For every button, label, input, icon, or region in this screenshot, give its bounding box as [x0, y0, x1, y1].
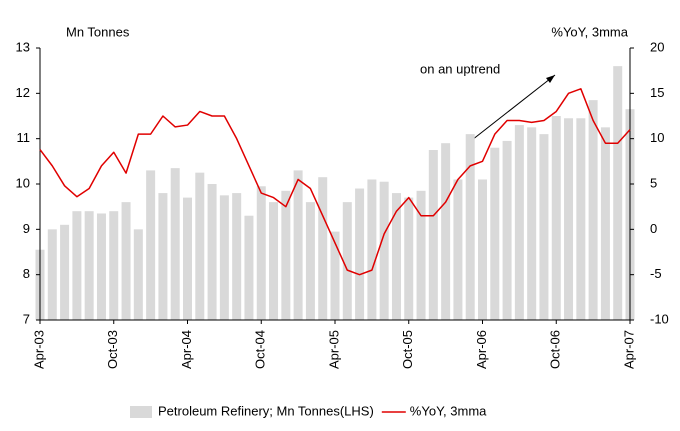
bar	[478, 179, 487, 320]
bar	[195, 172, 205, 320]
bar	[60, 224, 70, 320]
bar	[146, 170, 156, 320]
bar	[96, 213, 106, 320]
bar	[232, 193, 242, 320]
bar	[121, 202, 131, 320]
y2-tick-label: 0	[650, 221, 657, 236]
bar	[379, 181, 389, 320]
y-tick-label: 7	[23, 311, 30, 326]
bar	[613, 66, 623, 320]
bar	[330, 231, 340, 320]
x-tick-label: Apr-04	[179, 330, 194, 369]
x-tick-label: Oct-04	[253, 330, 268, 369]
bar	[72, 211, 82, 320]
bar	[527, 127, 537, 320]
bar	[551, 116, 561, 320]
bar	[391, 193, 401, 320]
bar	[133, 229, 143, 320]
bar	[318, 177, 328, 320]
bar	[367, 179, 377, 320]
y-tick-label: 10	[16, 175, 30, 190]
y-tick-label: 12	[16, 85, 30, 100]
bar	[293, 170, 303, 320]
bar	[355, 188, 365, 320]
bar	[84, 211, 94, 320]
y-tick-label: 13	[16, 39, 30, 54]
x-tick-label: Oct-06	[548, 330, 563, 369]
bar	[416, 190, 426, 320]
legend-label: Petroleum Refinery; Mn Tonnes(LHS)	[158, 403, 374, 418]
y2-tick-label: 5	[650, 175, 657, 190]
bar	[305, 202, 315, 320]
annotation: on an uptrend	[420, 61, 500, 76]
bar	[576, 118, 586, 321]
bar	[342, 202, 352, 320]
bar	[256, 186, 266, 320]
bar	[404, 197, 414, 320]
bar	[158, 193, 168, 320]
bar	[600, 127, 610, 320]
bar	[441, 143, 451, 320]
bar	[428, 150, 438, 320]
y2-tick-label: -5	[650, 266, 662, 281]
bar	[588, 100, 598, 320]
x-tick-label: Apr-06	[474, 330, 489, 369]
line	[39, 88, 631, 276]
bar	[502, 140, 512, 320]
bar	[207, 184, 217, 320]
bar	[490, 147, 500, 320]
bar	[564, 118, 574, 321]
y-tick-label: 11	[17, 130, 31, 145]
y2-axis-label: %YoY, 3mma	[551, 24, 628, 39]
annotation-arrow	[471, 74, 556, 141]
bar	[539, 134, 549, 320]
bar	[453, 179, 463, 320]
y-tick-label: 9	[23, 221, 30, 236]
y2-tick-label: 10	[650, 130, 664, 145]
legend-swatch	[130, 406, 152, 418]
bar	[109, 211, 119, 320]
x-tick-label: Apr-07	[621, 330, 636, 369]
y-tick-label: 8	[23, 266, 30, 281]
bar	[183, 197, 192, 320]
x-tick-label: Apr-03	[31, 330, 46, 369]
bar	[244, 215, 254, 320]
y2-tick-label: 20	[650, 39, 664, 54]
arrow-head	[546, 75, 555, 83]
y2-tick-label: 15	[650, 85, 664, 100]
bar	[219, 195, 229, 320]
y-axis-label: Mn Tonnes	[66, 24, 130, 39]
bar	[47, 229, 57, 320]
x-tick-label: Apr-05	[326, 330, 341, 369]
legend-label: %YoY, 3mma	[410, 403, 487, 418]
x-tick-label: Oct-05	[400, 330, 415, 369]
bar	[281, 190, 291, 320]
bar	[170, 168, 180, 320]
bar	[465, 134, 475, 320]
y2-tick-label: -10	[650, 311, 669, 326]
bar	[514, 125, 524, 320]
x-tick-label: Oct-03	[105, 330, 120, 369]
bar	[269, 202, 279, 320]
